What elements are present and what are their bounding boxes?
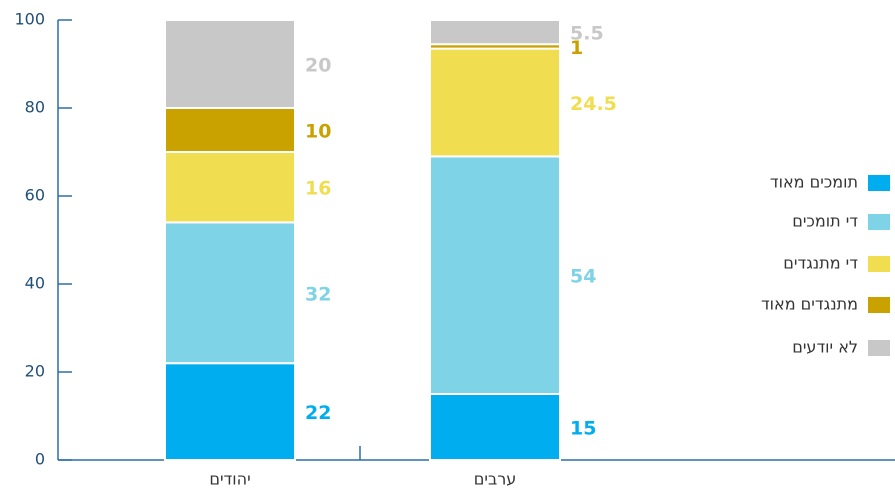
bar-segment	[164, 107, 296, 153]
legend-label: די תומכים	[792, 212, 858, 231]
bar-segment	[164, 19, 296, 109]
value-label: 22	[305, 402, 331, 424]
x-tick-label: ערבים	[474, 470, 517, 489]
legend-swatch	[868, 214, 890, 230]
bar-segment	[164, 221, 296, 365]
bar-segment	[164, 362, 296, 462]
bar-segment	[429, 19, 561, 46]
value-label: 5.5	[570, 23, 604, 45]
value-label: 16	[305, 178, 331, 200]
x-tick-label: יהודים	[209, 470, 250, 489]
bar-segment	[429, 393, 561, 461]
legend-swatch	[868, 256, 890, 272]
value-label: 32	[305, 283, 331, 305]
legend-label: תומכים מאוד	[770, 173, 858, 192]
legend-label: מתנגדים מאוד	[761, 295, 858, 314]
legend-label: לא יודעים	[792, 338, 858, 357]
value-label: 54	[570, 266, 596, 288]
value-label: 15	[570, 418, 596, 440]
bar-segment	[429, 155, 561, 395]
bar-segment	[164, 151, 296, 224]
y-tick-label: 40	[25, 274, 45, 293]
value-label: 20	[305, 55, 331, 77]
y-tick-label: 60	[25, 186, 45, 205]
y-tick-label: 80	[25, 98, 45, 117]
legend-swatch	[868, 340, 890, 356]
legend-swatch	[868, 297, 890, 313]
value-label: 10	[305, 121, 331, 143]
bar-segment	[429, 47, 561, 158]
legend-swatch	[868, 175, 890, 191]
value-label: 1	[570, 37, 583, 59]
y-tick-label: 0	[35, 450, 45, 469]
legend-label: די מתנגדים	[783, 254, 858, 273]
value-label: 24.5	[570, 93, 617, 115]
y-tick-label: 100	[14, 10, 45, 29]
y-tick-label: 20	[25, 362, 45, 381]
